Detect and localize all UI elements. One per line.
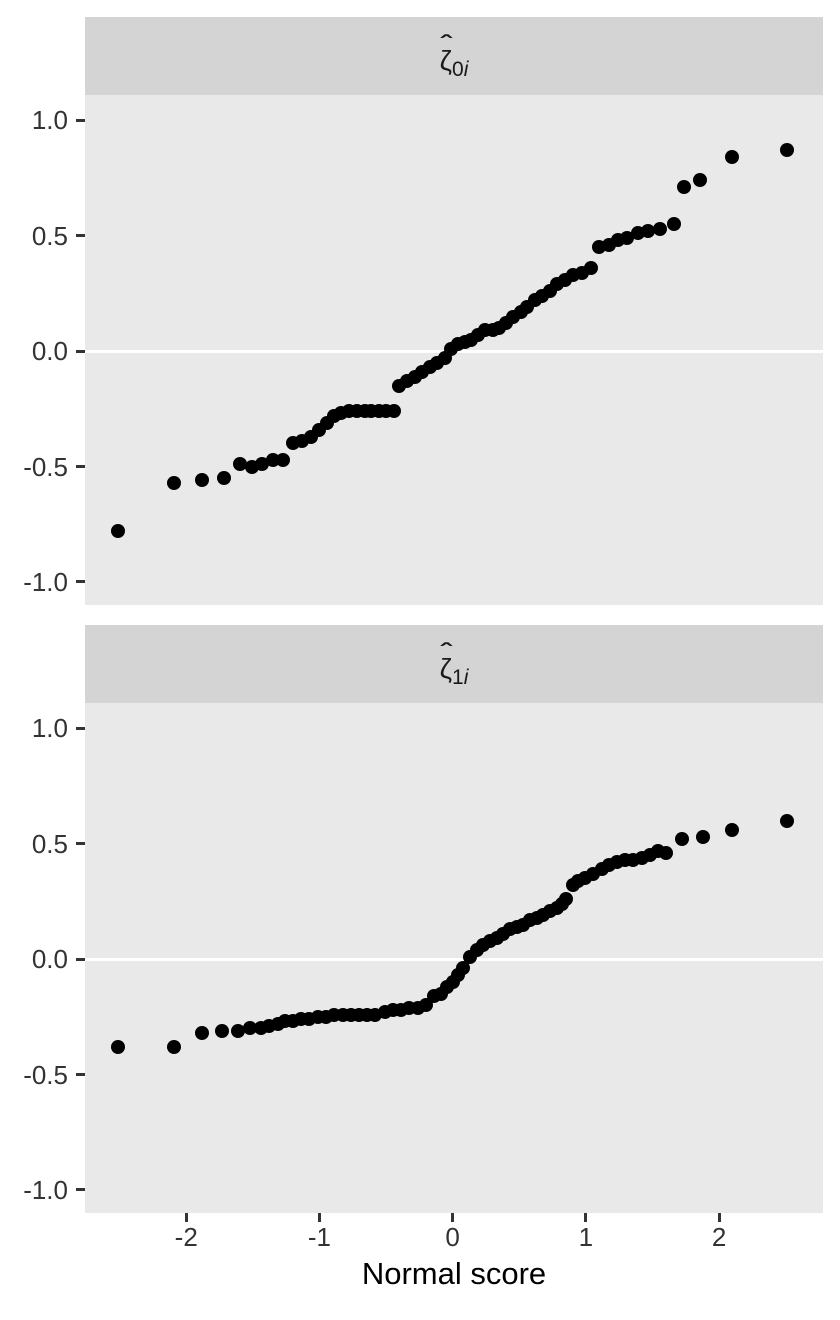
data-point bbox=[725, 150, 740, 165]
x-tick-mark bbox=[717, 1213, 721, 1222]
data-point bbox=[387, 404, 402, 419]
data-point bbox=[232, 457, 247, 472]
zeta-symbol: ζ bbox=[439, 45, 452, 76]
data-point bbox=[653, 221, 668, 236]
x-tick-label: 2 bbox=[711, 1222, 727, 1252]
data-point bbox=[780, 143, 795, 158]
data-point bbox=[243, 1021, 258, 1036]
y-tick-mark bbox=[76, 842, 85, 846]
facet-label-zeta-hat-0i: ˆ ζ0i bbox=[439, 32, 469, 80]
y-tick-label: 0.0 bbox=[31, 336, 68, 367]
x-tick-label: -2 bbox=[174, 1222, 198, 1252]
data-point bbox=[696, 829, 711, 844]
data-point bbox=[630, 226, 645, 241]
x-tick-label: -1 bbox=[307, 1222, 332, 1252]
data-point bbox=[780, 813, 795, 828]
data-point bbox=[725, 822, 740, 837]
zero-gridline bbox=[85, 957, 823, 961]
data-point bbox=[167, 475, 182, 490]
data-point bbox=[456, 961, 471, 976]
data-point bbox=[167, 1039, 182, 1054]
subscript-number: 1 bbox=[452, 666, 464, 690]
y-tick-mark bbox=[76, 957, 85, 961]
y-tick-label: -1.0 bbox=[23, 1174, 68, 1205]
y-tick-label: -0.5 bbox=[23, 1059, 68, 1090]
y-tick-label: 1.0 bbox=[31, 713, 68, 744]
x-tick-mark bbox=[451, 1213, 455, 1222]
facet-label-zeta-hat-1i: ˆ ζ1i bbox=[439, 640, 469, 688]
data-point bbox=[276, 452, 291, 467]
subscript-i: i bbox=[463, 666, 469, 690]
data-point bbox=[620, 231, 635, 246]
x-tick-label: 0 bbox=[445, 1222, 460, 1252]
x-tick-mark bbox=[584, 1213, 588, 1222]
data-point bbox=[216, 471, 231, 486]
x-axis-title: Normal score bbox=[361, 1256, 547, 1291]
data-point bbox=[693, 173, 708, 188]
y-tick-label: -0.5 bbox=[23, 451, 68, 482]
y-tick-mark bbox=[76, 1188, 85, 1192]
y-tick-label: 0.0 bbox=[31, 944, 68, 975]
data-point bbox=[215, 1023, 230, 1038]
data-point bbox=[558, 892, 573, 907]
facet-strip-1: ˆ ζ1i bbox=[85, 625, 823, 703]
data-point bbox=[674, 832, 689, 847]
data-point bbox=[658, 846, 673, 860]
facet-strip-0: ˆ ζ0i bbox=[85, 17, 823, 95]
y-tick-mark bbox=[76, 234, 85, 238]
data-point bbox=[641, 224, 656, 239]
x-tick-mark bbox=[184, 1213, 188, 1222]
y-tick-mark bbox=[76, 1073, 85, 1077]
data-point bbox=[195, 1026, 210, 1040]
y-tick-mark bbox=[76, 465, 85, 469]
x-tick-mark bbox=[317, 1213, 321, 1222]
data-point bbox=[666, 217, 681, 232]
y-tick-label: 0.5 bbox=[31, 828, 68, 859]
data-point bbox=[255, 457, 270, 472]
subscript-i: i bbox=[463, 58, 469, 82]
y-tick-label: 1.0 bbox=[31, 105, 68, 136]
subscript-number: 0 bbox=[452, 58, 464, 82]
y-tick-mark bbox=[76, 349, 85, 353]
x-tick-label: 1 bbox=[578, 1222, 594, 1252]
y-tick-mark bbox=[76, 118, 85, 122]
data-point bbox=[231, 1023, 246, 1038]
y-tick-label: -1.0 bbox=[23, 566, 68, 597]
data-point bbox=[195, 473, 210, 488]
hat-accent: ˆ bbox=[440, 639, 452, 665]
y-tick-mark bbox=[76, 580, 85, 584]
zeta-symbol: ζ bbox=[439, 653, 452, 684]
y-tick-mark bbox=[76, 726, 85, 730]
data-point bbox=[244, 459, 259, 474]
hat-accent: ˆ bbox=[440, 31, 452, 57]
data-point bbox=[265, 452, 280, 467]
data-point bbox=[677, 180, 692, 195]
data-point bbox=[111, 1039, 126, 1054]
data-point bbox=[584, 261, 599, 276]
data-point bbox=[111, 524, 126, 539]
y-tick-label: 0.5 bbox=[31, 220, 68, 251]
